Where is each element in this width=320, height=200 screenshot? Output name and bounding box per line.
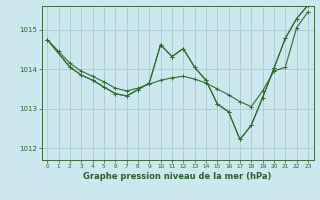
X-axis label: Graphe pression niveau de la mer (hPa): Graphe pression niveau de la mer (hPa)	[84, 172, 272, 181]
